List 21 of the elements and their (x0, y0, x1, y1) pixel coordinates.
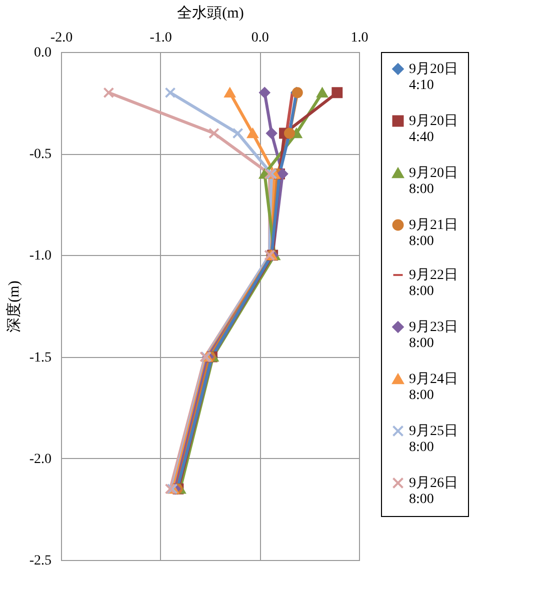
x-tick-label: 1.0 (350, 30, 368, 46)
y-tick-label: -0.5 (29, 147, 52, 162)
x-tick-label: 0.0 (251, 30, 269, 46)
x-tick-label: -1.0 (150, 30, 172, 46)
legend-label: 9月21日 8:00 (409, 218, 458, 249)
y-tick-label: 0.0 (34, 46, 52, 60)
legend-label: 9月20日 4:10 (409, 62, 458, 93)
legend-label: 9月26日 8:00 (409, 476, 458, 507)
y-tick-label: -1.5 (29, 350, 52, 366)
legend-label: 9月20日 8:00 (409, 166, 458, 197)
y-tick-label: -2.0 (29, 452, 52, 467)
legend-label: 9月23日 8:00 (409, 320, 458, 351)
x-axis-title: 全水頭(m) (177, 4, 244, 22)
x-tick-label: -2.0 (50, 30, 73, 46)
legend-label: 9月22日 8:00 (409, 268, 458, 299)
legend-label: 9月20日 4:40 (409, 114, 458, 145)
y-axis-title: 深度(m) (5, 280, 22, 332)
y-tick-label: -2.5 (29, 554, 52, 568)
legend-label: 9月24日 8:00 (409, 372, 458, 403)
y-tick-label: -1.0 (29, 248, 52, 264)
legend-label: 9月25日 8:00 (409, 424, 458, 455)
